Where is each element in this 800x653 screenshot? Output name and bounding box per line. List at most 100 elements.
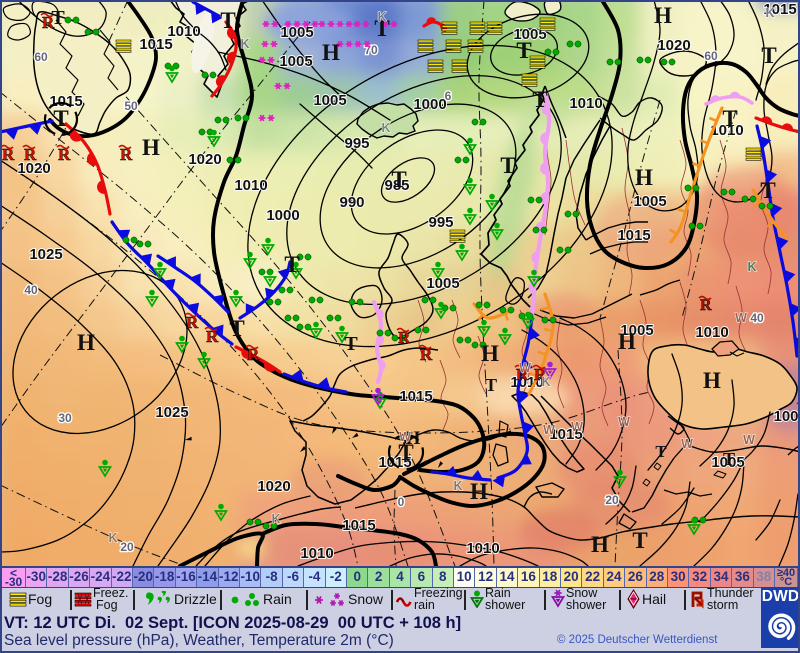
svg-text:K: K (240, 37, 249, 51)
svg-text:T: T (220, 8, 235, 33)
svg-text:H: H (406, 428, 421, 449)
svg-text:T: T (391, 167, 406, 192)
svg-text:W: W (543, 423, 555, 437)
svg-text:H: H (470, 479, 488, 504)
svg-text:40: 40 (750, 311, 764, 325)
svg-text:R: R (2, 145, 15, 164)
svg-text:T: T (632, 528, 647, 553)
svg-text:1005: 1005 (279, 53, 312, 70)
svg-text:K: K (453, 479, 462, 493)
svg-text:K: K (108, 531, 117, 545)
svg-text:K: K (377, 10, 386, 24)
svg-text:1025: 1025 (29, 246, 62, 263)
svg-text:T: T (344, 333, 358, 355)
svg-text:1010: 1010 (710, 122, 743, 139)
svg-text:T: T (374, 16, 389, 41)
svg-text:H: H (77, 330, 95, 355)
svg-text:1005: 1005 (633, 193, 666, 210)
svg-text:R: R (120, 145, 133, 164)
svg-text:K: K (271, 512, 280, 526)
svg-text:R: R (398, 328, 411, 347)
svg-text:1015: 1015 (763, 1, 796, 18)
svg-text:990: 990 (339, 194, 364, 211)
svg-text:100: 100 (773, 408, 798, 425)
svg-text:6: 6 (445, 89, 452, 103)
svg-text:R: R (247, 345, 260, 364)
svg-text:T: T (761, 43, 776, 68)
svg-text:H: H (591, 532, 609, 557)
svg-text:1015: 1015 (399, 388, 432, 405)
svg-text:1015: 1015 (342, 517, 375, 534)
svg-text:1015: 1015 (139, 36, 172, 53)
svg-text:20: 20 (120, 540, 134, 554)
svg-text:40: 40 (24, 283, 38, 297)
svg-text:985: 985 (384, 177, 409, 194)
svg-text:R: R (42, 13, 55, 32)
svg-text:W: W (743, 433, 755, 447)
svg-text:T: T (655, 442, 667, 461)
svg-text:1005: 1005 (513, 26, 546, 43)
svg-text:1000: 1000 (413, 96, 446, 113)
svg-text:1010: 1010 (167, 23, 200, 40)
svg-text:1010: 1010 (695, 324, 728, 341)
svg-text:1020: 1020 (17, 160, 50, 177)
svg-text:20: 20 (605, 493, 619, 507)
svg-text:1005: 1005 (711, 454, 744, 471)
svg-text:H: H (142, 135, 160, 160)
svg-text:R: R (700, 297, 712, 314)
svg-text:R: R (534, 365, 547, 384)
svg-text:T: T (229, 316, 244, 341)
svg-text:T: T (51, 7, 65, 29)
svg-text:T: T (398, 440, 413, 465)
svg-text:T: T (532, 87, 547, 112)
svg-text:H: H (703, 368, 721, 393)
svg-text:T: T (500, 153, 515, 178)
svg-text:H: H (635, 165, 653, 190)
svg-text:W: W (519, 361, 531, 375)
svg-text:W: W (681, 437, 693, 451)
svg-text:W: W (399, 430, 411, 444)
svg-text:1020: 1020 (188, 151, 221, 168)
svg-text:50: 50 (124, 99, 138, 113)
svg-text:W: W (735, 311, 747, 325)
svg-text:H: H (481, 341, 499, 366)
svg-text:K: K (765, 6, 774, 20)
svg-text:1010: 1010 (466, 540, 499, 557)
svg-text:T: T (53, 106, 68, 131)
svg-text:W: W (618, 415, 630, 429)
svg-text:1020: 1020 (657, 37, 690, 54)
svg-text:1005: 1005 (280, 24, 313, 41)
svg-text:1010: 1010 (569, 95, 602, 112)
svg-text:1005: 1005 (313, 92, 346, 109)
svg-text:T: T (722, 106, 737, 131)
svg-text:H: H (654, 3, 672, 28)
svg-text:T: T (516, 38, 531, 63)
svg-text:K: K (541, 375, 550, 389)
svg-text:995: 995 (344, 135, 369, 152)
svg-text:60: 60 (704, 49, 718, 63)
svg-text:W: W (571, 420, 583, 434)
svg-text:1015: 1015 (378, 454, 411, 471)
svg-text:R: R (516, 365, 529, 384)
svg-text:1000: 1000 (266, 207, 299, 224)
svg-text:1005: 1005 (620, 322, 653, 339)
svg-text:1010: 1010 (300, 545, 333, 562)
svg-text:1015: 1015 (549, 426, 582, 443)
svg-text:H: H (322, 40, 340, 65)
svg-text:1005: 1005 (426, 275, 459, 292)
svg-text:1020: 1020 (257, 478, 290, 495)
svg-text:K: K (747, 260, 756, 274)
svg-text:1015: 1015 (617, 227, 650, 244)
svg-text:T: T (723, 449, 735, 469)
svg-text:T: T (485, 375, 497, 395)
svg-text:T: T (760, 178, 775, 203)
svg-text:R: R (420, 345, 433, 364)
svg-text:T: T (284, 252, 299, 277)
svg-text:0: 0 (398, 495, 405, 509)
svg-text:R: R (206, 327, 219, 346)
svg-text:60: 60 (34, 50, 48, 64)
svg-text:1025: 1025 (155, 404, 188, 421)
svg-text:K: K (381, 121, 390, 135)
svg-text:30: 30 (58, 411, 72, 425)
svg-text:R: R (24, 145, 37, 164)
